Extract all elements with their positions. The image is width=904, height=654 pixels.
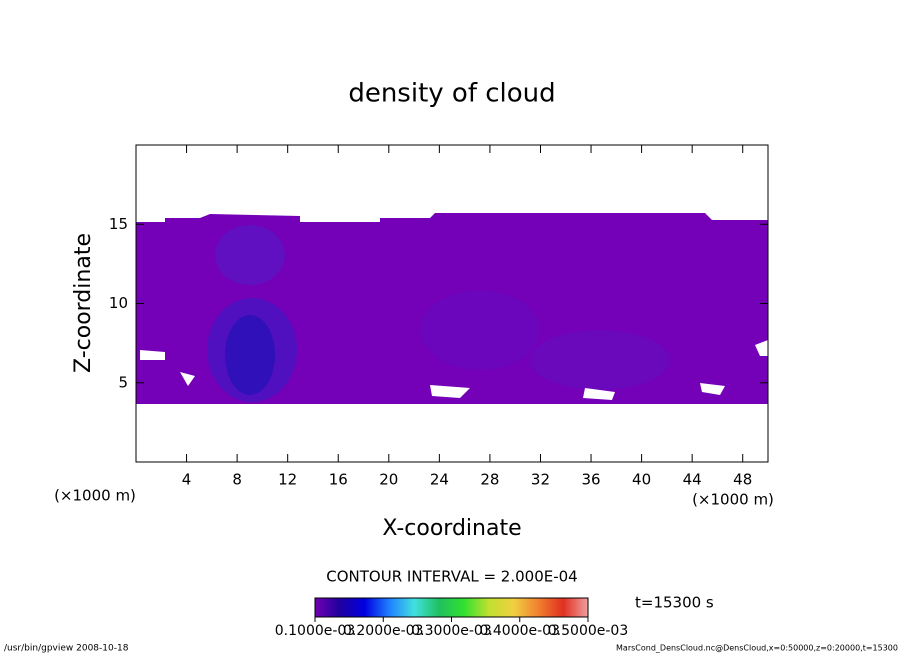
- colorbar-tick-label: 0.4000e-03: [480, 623, 560, 639]
- x-tick-label: 32: [531, 471, 550, 489]
- x-tick-label: 28: [480, 471, 499, 489]
- y-tick-label: 5: [118, 373, 128, 391]
- y-axis-label: Z-coordinate: [71, 233, 96, 373]
- colorbar-tick-label: 0.5000e-03: [548, 623, 628, 639]
- x-tick-label: 40: [632, 471, 651, 489]
- chart-title: density of cloud: [348, 79, 555, 109]
- colorbar: [314, 597, 589, 618]
- cloud-gap: [700, 383, 725, 395]
- x-tick-label: 24: [430, 471, 449, 489]
- colorbar-tick-label: 0.1000e-03: [275, 623, 355, 639]
- x-tick-label: 20: [379, 471, 398, 489]
- x-unit: (×1000 m): [54, 487, 136, 505]
- colorbar-tick-label: 0.2000e-03: [343, 623, 423, 639]
- cloud-gap: [430, 385, 470, 398]
- x-tick-label: 12: [278, 471, 297, 489]
- cloud-field: [136, 213, 768, 404]
- cloud-gap: [755, 340, 768, 356]
- y-tick-label: 10: [109, 294, 128, 312]
- x-tick-label: 36: [581, 471, 600, 489]
- footer-left: /usr/bin/gpview 2008-10-18: [4, 644, 129, 654]
- x-tick-label: 16: [329, 471, 348, 489]
- y-unit: (×1000 m): [692, 491, 774, 509]
- x-tick-label: 8: [232, 471, 242, 489]
- y-tick-label: 15: [109, 215, 128, 233]
- footer-right: MarsCond_DensCloud.nc@DensCloud,x=0:5000…: [616, 644, 898, 653]
- time-label: t=15300 s: [635, 594, 714, 612]
- contour-interval: CONTOUR INTERVAL = 2.000E-04: [326, 568, 577, 586]
- cloud-core: [215, 225, 285, 285]
- cloud-patch: [530, 330, 670, 390]
- cloud-gap: [140, 350, 165, 360]
- cloud-gap: [583, 388, 615, 400]
- cloud-patch: [420, 290, 540, 370]
- x-tick-label: 44: [683, 471, 702, 489]
- x-axis-label: X-coordinate: [382, 516, 521, 541]
- colorbar-tick-label: 0.3000e-03: [411, 623, 491, 639]
- cloud-core: [225, 315, 275, 395]
- cloud-gap: [180, 372, 195, 386]
- x-tick-label: 48: [733, 471, 752, 489]
- x-tick-label: 4: [182, 471, 192, 489]
